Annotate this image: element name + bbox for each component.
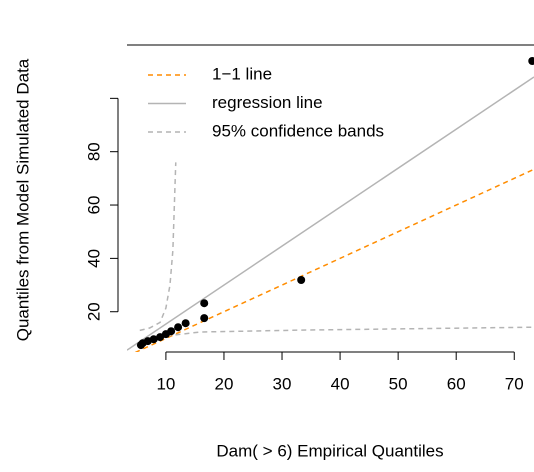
point	[200, 299, 209, 308]
x-tick-label: 30	[273, 374, 292, 393]
reference-line	[127, 76, 534, 351]
reference-line	[149, 326, 534, 343]
x-tick-label: 70	[505, 374, 524, 393]
x-axis-title: Dam( > 6) Empirical Quantiles	[216, 441, 443, 460]
point	[174, 323, 183, 332]
y-axis-title: Quantiles from Model Simulated Data	[13, 58, 32, 341]
point	[181, 319, 190, 328]
point	[149, 335, 158, 344]
y-tick-label: 40	[84, 249, 103, 268]
point	[167, 327, 176, 336]
point	[528, 57, 534, 66]
reference-line	[139, 162, 177, 332]
legend-label: regression line	[212, 93, 323, 112]
x-tick-label: 10	[156, 374, 175, 393]
point	[297, 275, 306, 284]
x-tick-label: 20	[214, 374, 233, 393]
x-tick-label: 40	[331, 374, 350, 393]
point	[200, 314, 209, 323]
x-tick-label: 50	[389, 374, 408, 393]
y-tick-label: 20	[84, 302, 103, 321]
legend-label: 95% confidence bands	[212, 121, 384, 140]
x-tick-label: 60	[447, 374, 466, 393]
reference-line	[134, 168, 534, 352]
y-tick-label: 80	[84, 142, 103, 161]
y-tick-label: 60	[84, 196, 103, 215]
plot-area	[127, 57, 534, 352]
legend-label: 1−1 line	[212, 64, 272, 83]
